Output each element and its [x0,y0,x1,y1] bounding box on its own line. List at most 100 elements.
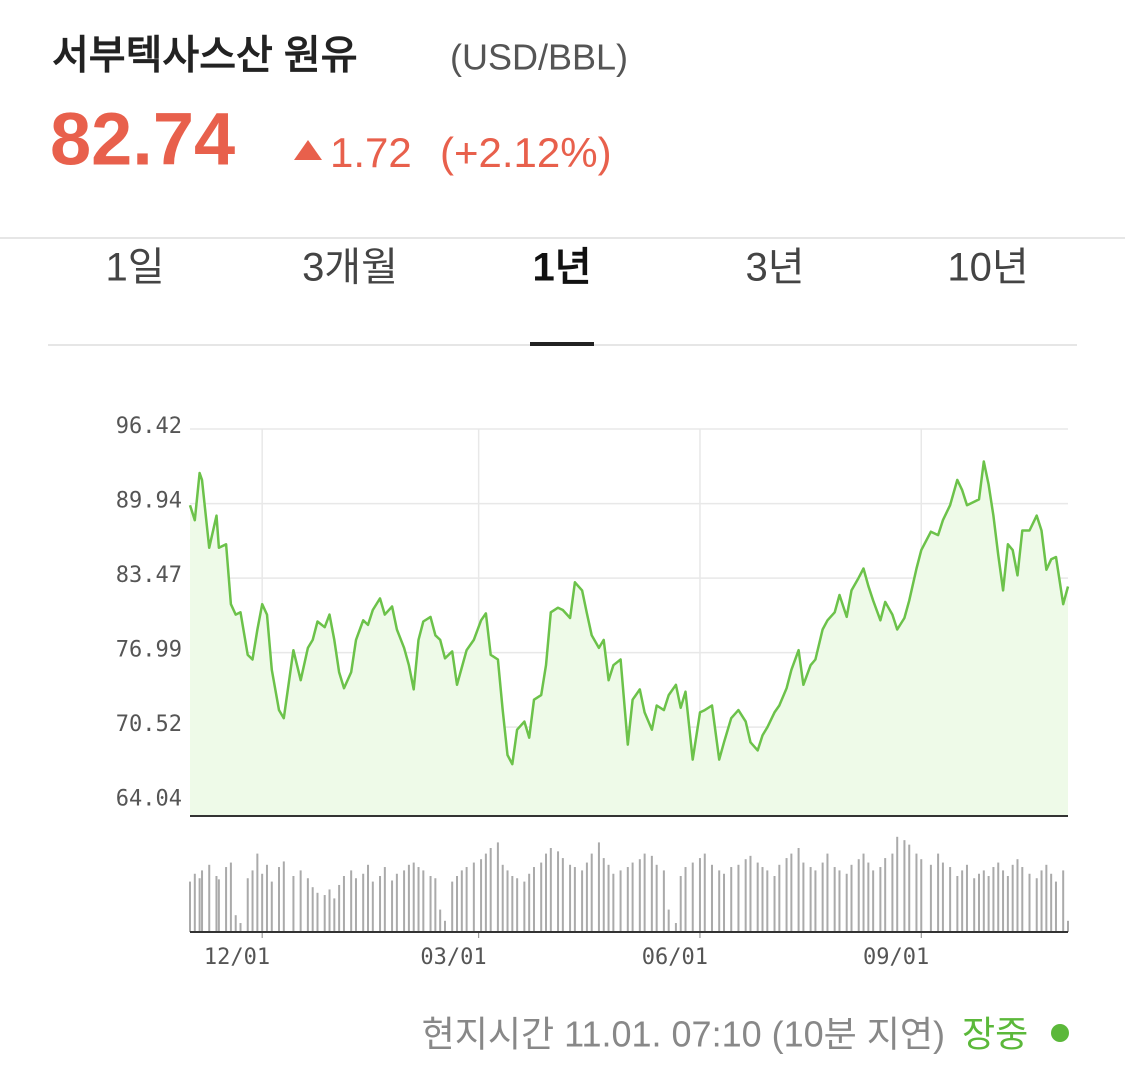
volume-bar [1054,881,1057,932]
volume-bar [1011,864,1014,932]
volume-bar [992,867,995,932]
volume-bar [850,864,853,932]
volume-bar [872,870,875,932]
tab[interactable]: 1년 [532,246,591,290]
volume-bar [549,848,552,932]
volume-bar [602,858,605,932]
change: 1.72 [330,129,412,176]
volume-bar [612,873,615,932]
market-status: 장중 [962,1014,1028,1055]
tab[interactable]: 3년 [745,246,804,290]
volume-bar [439,909,442,932]
volume-bar [920,859,923,932]
y-tick-label: 89.94 [116,489,182,514]
y-tick-label: 83.47 [116,563,182,588]
volume-bar [638,859,641,932]
volume-bar [833,867,836,932]
volume-bar [915,853,918,932]
y-tick-label: 96.42 [116,414,182,439]
volume-bar [749,855,752,932]
volume-bar [367,864,370,932]
volume-bar [371,881,374,932]
volume-bar [679,876,682,932]
volume-bar [306,878,309,932]
price: 82.74 [50,98,235,181]
volume-bar [189,881,191,932]
volume-bar [631,862,634,932]
volume-bar [429,876,432,932]
volume-bar [1028,873,1031,932]
volume-bar [619,870,622,932]
volume-bar [1062,870,1065,932]
volume-bar [1067,920,1069,932]
volume-bar [434,878,437,932]
volume-bar [316,892,319,932]
volume-bar [879,867,882,932]
volume-bar [730,867,733,932]
change-pct: (+2.12%) [440,129,612,176]
volume-bar [311,887,314,932]
x-tick-label: 12/01 [204,945,270,970]
volume-bar [403,870,406,932]
volume-bar [328,889,331,932]
volume-bar [667,909,670,932]
volume-bar [523,881,526,932]
volume-bar [903,840,906,932]
volume-bar [561,858,564,932]
volume-bar [797,848,800,932]
y-tick-label: 76.99 [116,638,182,663]
volume-bar [456,876,459,932]
volume-bar [785,858,788,932]
volume-bar [756,862,759,932]
volume-bar [528,873,531,932]
volume-bar [412,862,415,932]
tab[interactable]: 1일 [105,246,164,290]
volume-bar [451,881,454,932]
y-tick-label: 64.04 [116,787,182,812]
volume-bar [937,853,940,932]
area [190,461,1068,816]
tab[interactable]: 3개월 [302,246,398,290]
volume-bar [422,870,425,932]
volume-bar [961,870,964,932]
volume-bar [626,867,629,932]
up-arrow [294,140,322,160]
volume-bar [265,864,268,932]
chart: 96.42 89.94 83.47 76.99 70.52 64.04 12/01 03/01… [116,414,1070,970]
volume-bar [867,862,870,932]
volume-bar [703,853,706,932]
volume-bar [778,864,781,932]
volume-bar [198,878,201,932]
volume-bar [299,870,302,932]
volume-bar [350,870,353,932]
volume-bar [761,867,764,932]
volume-bar [573,867,576,932]
tab[interactable]: 10년 [947,246,1028,290]
volume-bar [718,870,721,932]
volume-bar [607,864,610,932]
status-dot [1051,1024,1069,1042]
volume-bar [261,873,264,932]
volume-bar [838,870,841,932]
volume-bar [270,881,273,932]
volume-bar [766,870,769,932]
volume-bar [407,864,410,932]
volume-bar [744,859,747,932]
unit: (USD/BBL) [450,37,628,78]
volume-bar [383,867,386,932]
volume-bar [256,853,259,932]
volume-bar [215,876,218,932]
volume-bar [581,870,584,932]
volume-bar [814,870,817,932]
volume-bar [1040,870,1043,932]
volume-bar [826,853,829,932]
x-tick-label: 06/01 [642,945,708,970]
volume-bar [208,864,211,932]
volume-bar [1006,876,1009,932]
volume-bar [691,862,694,932]
volume-bar [193,873,196,932]
volume-bar [684,867,687,932]
